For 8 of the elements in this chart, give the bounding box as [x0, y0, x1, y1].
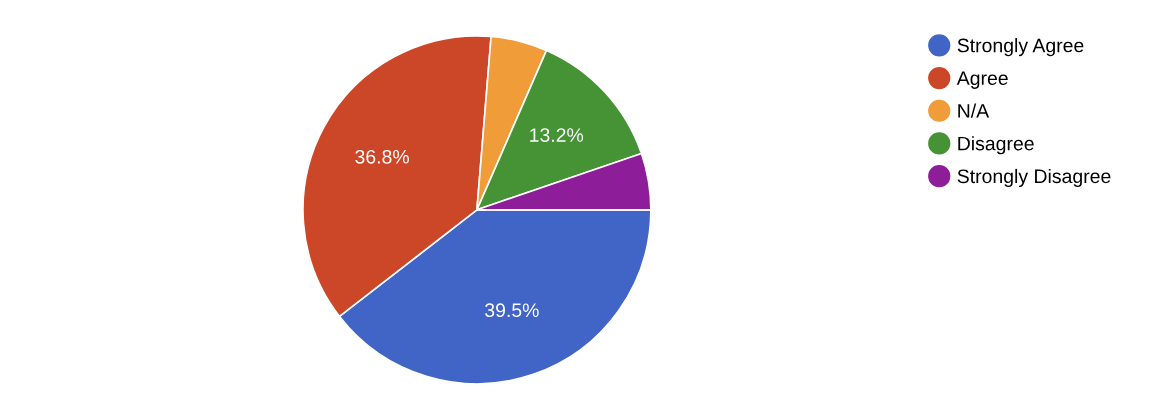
legend-label: N/A: [958, 103, 990, 118]
data-label: 13.2%: [530, 128, 584, 142]
data-label: 39.5%: [485, 303, 539, 318]
legend-label: Strongly Agree: [957, 38, 1084, 57]
legend-label: Disagree: [958, 136, 1034, 155]
data-label: 36.8%: [355, 149, 409, 164]
legend-label: Strongly Disagree: [957, 168, 1111, 188]
legend-label: Agree: [956, 71, 1008, 89]
